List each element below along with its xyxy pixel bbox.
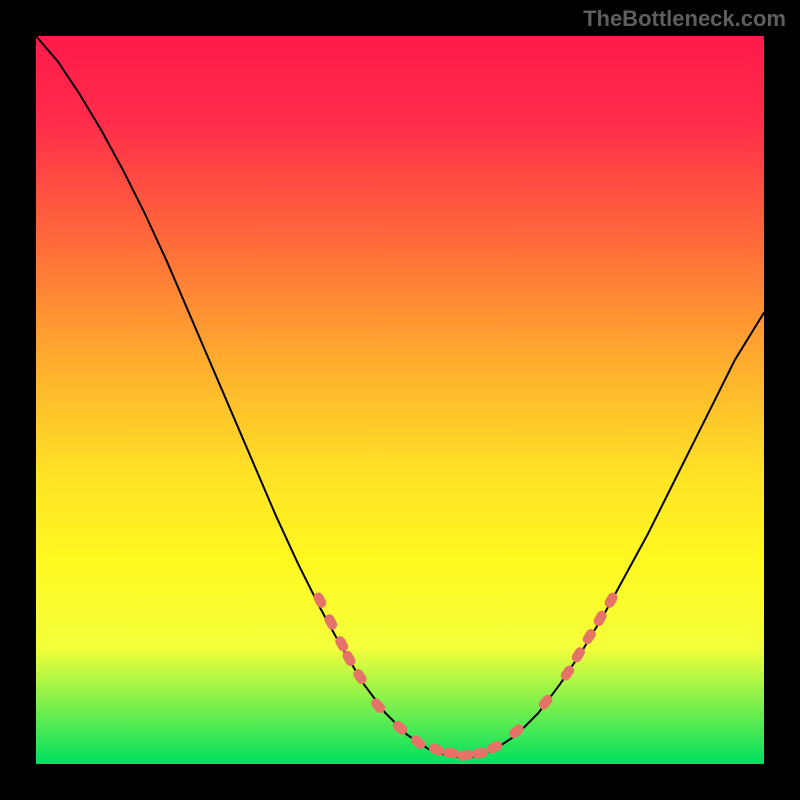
plot-background: [36, 36, 764, 764]
chart-container: TheBottleneck.com: [0, 0, 800, 800]
watermark-text: TheBottleneck.com: [583, 6, 786, 32]
chart-svg: [0, 0, 800, 800]
